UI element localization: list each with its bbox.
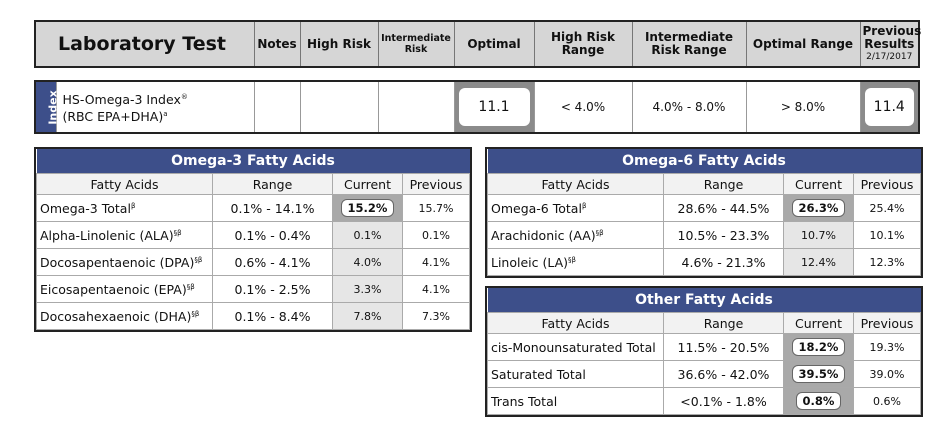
highlighted-value: 0.8% xyxy=(795,392,842,410)
index-high-risk-cell xyxy=(300,82,379,132)
col-intermediate-risk-range: Intermediate Risk Range xyxy=(632,22,747,66)
table-row: Saturated Total 36.6% - 42.0% 39.5% 39.0… xyxy=(487,360,921,388)
previous-date: 2/17/2017 xyxy=(866,51,913,62)
table-row: Omega-3 Totalβ 0.1% - 14.1% 15.2% 15.7% xyxy=(36,194,470,222)
omega6-col-range: Range xyxy=(663,173,784,195)
table-row: Docosapentaenoic (DPA)§β 0.6% - 4.1% 4.0… xyxy=(36,248,470,276)
table-row: Omega-6 Totalβ 28.6% - 44.5% 26.3% 25.4% xyxy=(487,194,921,222)
other-col-fatty: Fatty Acids xyxy=(487,312,664,334)
previous-results-label: Previous Results xyxy=(862,23,922,51)
other-col-range: Range xyxy=(663,312,784,334)
highlighted-value: 15.2% xyxy=(340,199,395,217)
page-title: Laboratory Test xyxy=(36,22,255,66)
highlighted-value: 18.2% xyxy=(791,338,846,356)
col-intermediate-risk: Intermediate Risk xyxy=(378,22,455,66)
index-intermediate-risk-range: 4.0% - 8.0% xyxy=(632,82,747,132)
other-title: Other Fatty Acids xyxy=(487,288,921,313)
index-intermediate-risk-cell xyxy=(378,82,455,132)
header-bar: Laboratory Test Notes High Risk Intermed… xyxy=(34,20,922,68)
omega3-col-range: Range xyxy=(212,173,333,195)
highlighted-value: 26.3% xyxy=(791,199,846,217)
table-row: Eicosapentaenoic (EPA)§β 0.1% - 2.5% 3.3… xyxy=(36,275,470,303)
other-col-current: Current xyxy=(783,312,854,334)
index-row: Index HS-Omega-3 Index® (RBC EPA+DHA)a 1… xyxy=(34,80,920,134)
index-previous-cell: 11.4 xyxy=(860,82,918,132)
index-high-risk-range: < 4.0% xyxy=(534,82,633,132)
index-tag: Index xyxy=(36,82,60,132)
col-high-risk-range: High Risk Range xyxy=(534,22,633,66)
index-optimal-cell: 11.1 xyxy=(454,82,535,132)
table-row: Alpha-Linolenic (ALA)§β 0.1% - 0.4% 0.1%… xyxy=(36,221,470,249)
omega3-col-current: Current xyxy=(332,173,403,195)
table-row: Linoleic (LA)§β 4.6% - 21.3% 12.4% 12.3% xyxy=(487,248,921,276)
omega6-panel: Omega-6 Fatty Acids Fatty Acids Range Cu… xyxy=(485,147,923,278)
index-notes-cell xyxy=(254,82,301,132)
index-previous-value: 11.4 xyxy=(864,88,914,126)
highlighted-value: 39.5% xyxy=(791,365,846,383)
omega3-title: Omega-3 Fatty Acids xyxy=(36,149,470,174)
table-row: cis-Monounsaturated Total 11.5% - 20.5% … xyxy=(487,333,921,361)
omega3-col-previous: Previous xyxy=(402,173,470,195)
col-optimal-range: Optimal Range xyxy=(746,22,861,66)
table-row: Arachidonic (AA)§β 10.5% - 23.3% 10.7% 1… xyxy=(487,221,921,249)
other-panel: Other Fatty Acids Fatty Acids Range Curr… xyxy=(485,286,923,417)
omega3-col-fatty: Fatty Acids xyxy=(36,173,213,195)
col-optimal: Optimal xyxy=(454,22,535,66)
col-previous-results: Previous Results 2/17/2017 xyxy=(860,22,922,66)
omega6-col-current: Current xyxy=(783,173,854,195)
table-row: Docosahexaenoic (DHA)§β 0.1% - 8.4% 7.8%… xyxy=(36,302,470,330)
index-test-name: HS-Omega-3 Index® (RBC EPA+DHA)a xyxy=(56,82,255,132)
omega6-col-previous: Previous xyxy=(853,173,921,195)
index-optimal-range: > 8.0% xyxy=(746,82,861,132)
col-notes: Notes xyxy=(254,22,301,66)
col-high-risk: High Risk xyxy=(300,22,379,66)
omega6-col-fatty: Fatty Acids xyxy=(487,173,664,195)
omega3-panel: Omega-3 Fatty Acids Fatty Acids Range Cu… xyxy=(34,147,472,332)
index-current-value: 11.1 xyxy=(458,88,530,126)
other-col-previous: Previous xyxy=(853,312,921,334)
omega6-title: Omega-6 Fatty Acids xyxy=(487,149,921,174)
table-row: Trans Total <0.1% - 1.8% 0.8% 0.6% xyxy=(487,387,921,415)
